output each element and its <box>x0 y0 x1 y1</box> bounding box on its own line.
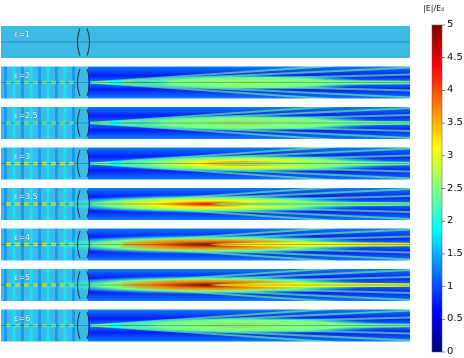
lens-outline <box>77 109 90 137</box>
panel-epsilon-label: ε=3 <box>14 151 31 161</box>
field-panel <box>0 187 411 221</box>
panel-epsilon-label: ε=1 <box>14 30 31 39</box>
colorbar <box>431 24 443 353</box>
panel-frame <box>0 268 411 302</box>
lens-outline <box>77 311 90 340</box>
colorbar-tick-label: 0.5 <box>447 313 463 325</box>
colorbar-tick-label: 2.5 <box>447 182 463 194</box>
lens-outline <box>77 149 90 178</box>
panel-frame <box>0 25 411 59</box>
lens-outline <box>77 230 90 259</box>
lens-outline <box>77 271 90 299</box>
colorbar-title: |E|/E₀ <box>423 4 445 13</box>
panel-frame <box>0 187 411 221</box>
panel-epsilon-label: ε=3.5 <box>14 192 38 201</box>
colorbar-tick-label: 2 <box>447 215 454 227</box>
field-panel <box>0 227 411 262</box>
panel-epsilon-label: ε=4 <box>14 232 31 242</box>
field-panel <box>0 308 411 343</box>
colorbar-tick-label: 3 <box>447 149 454 161</box>
colorbar-tick-label: 3.5 <box>447 117 463 129</box>
panel-frame <box>0 227 411 262</box>
colorbar-tick-label: 4.5 <box>447 51 463 63</box>
field-panel <box>0 268 411 302</box>
lens-outline <box>77 68 90 97</box>
panel-frame <box>0 308 411 343</box>
panel-epsilon-label: ε=2.5 <box>14 111 38 120</box>
panel-epsilon-label: ε=6 <box>14 313 31 323</box>
field-panel <box>0 25 411 59</box>
field-panel <box>0 106 411 140</box>
panel-frame <box>0 65 411 100</box>
lens-outline <box>77 190 90 218</box>
colorbar-tick-label: 4 <box>447 84 454 96</box>
panel-epsilon-label: ε=2 <box>14 70 31 80</box>
field-panel <box>0 146 411 181</box>
colorbar-tick-label: 5 <box>447 19 454 30</box>
lens-outline <box>77 28 90 56</box>
colorbar-tick-label: 0 <box>447 346 454 357</box>
panel-epsilon-label: ε=5 <box>14 273 31 282</box>
colorbar-tick-label: 1 <box>447 280 454 292</box>
field-panel <box>0 65 411 100</box>
colorbar-tick-label: 1.5 <box>447 247 463 259</box>
panel-frame <box>0 146 411 181</box>
panel-frame <box>0 106 411 140</box>
